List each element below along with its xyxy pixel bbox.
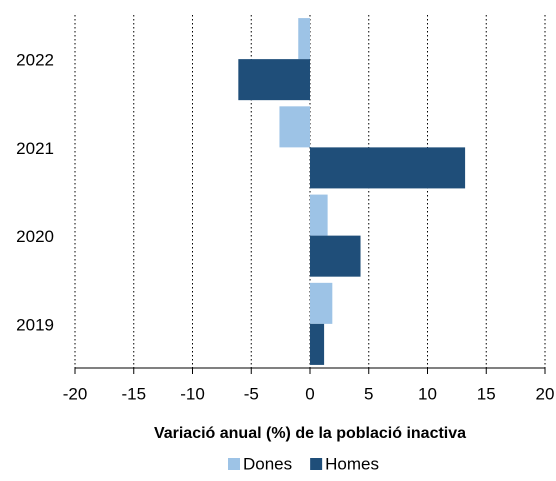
x-tick-label: 10: [418, 384, 437, 403]
legend-swatch: [310, 458, 323, 470]
y-tick-label: 2022: [16, 51, 54, 70]
x-tick-label: 5: [364, 384, 373, 403]
legend-swatch: [228, 458, 240, 470]
y-tick-label: 2019: [16, 315, 54, 334]
x-tick-label: -15: [121, 384, 146, 403]
legend-label: Homes: [325, 454, 379, 473]
x-axis-label: Variació anual (%) de la població inacti…: [154, 425, 466, 442]
bar: [310, 282, 333, 324]
y-tick-label: 2021: [16, 139, 54, 158]
x-tick-label: 15: [477, 384, 496, 403]
bar: [310, 235, 361, 277]
bar: [238, 59, 310, 101]
bar: [310, 147, 466, 189]
x-tick-label: -10: [180, 384, 205, 403]
bar: [310, 323, 325, 365]
bar: [310, 194, 328, 236]
x-tick-label: 20: [536, 384, 555, 403]
x-tick-label: -5: [244, 384, 259, 403]
x-tick-label: -20: [63, 384, 88, 403]
bar: [279, 106, 310, 148]
legend-label: Dones: [243, 454, 292, 473]
x-tick-label: 0: [305, 384, 314, 403]
y-tick-label: 2020: [16, 227, 54, 246]
bar: [298, 18, 310, 60]
